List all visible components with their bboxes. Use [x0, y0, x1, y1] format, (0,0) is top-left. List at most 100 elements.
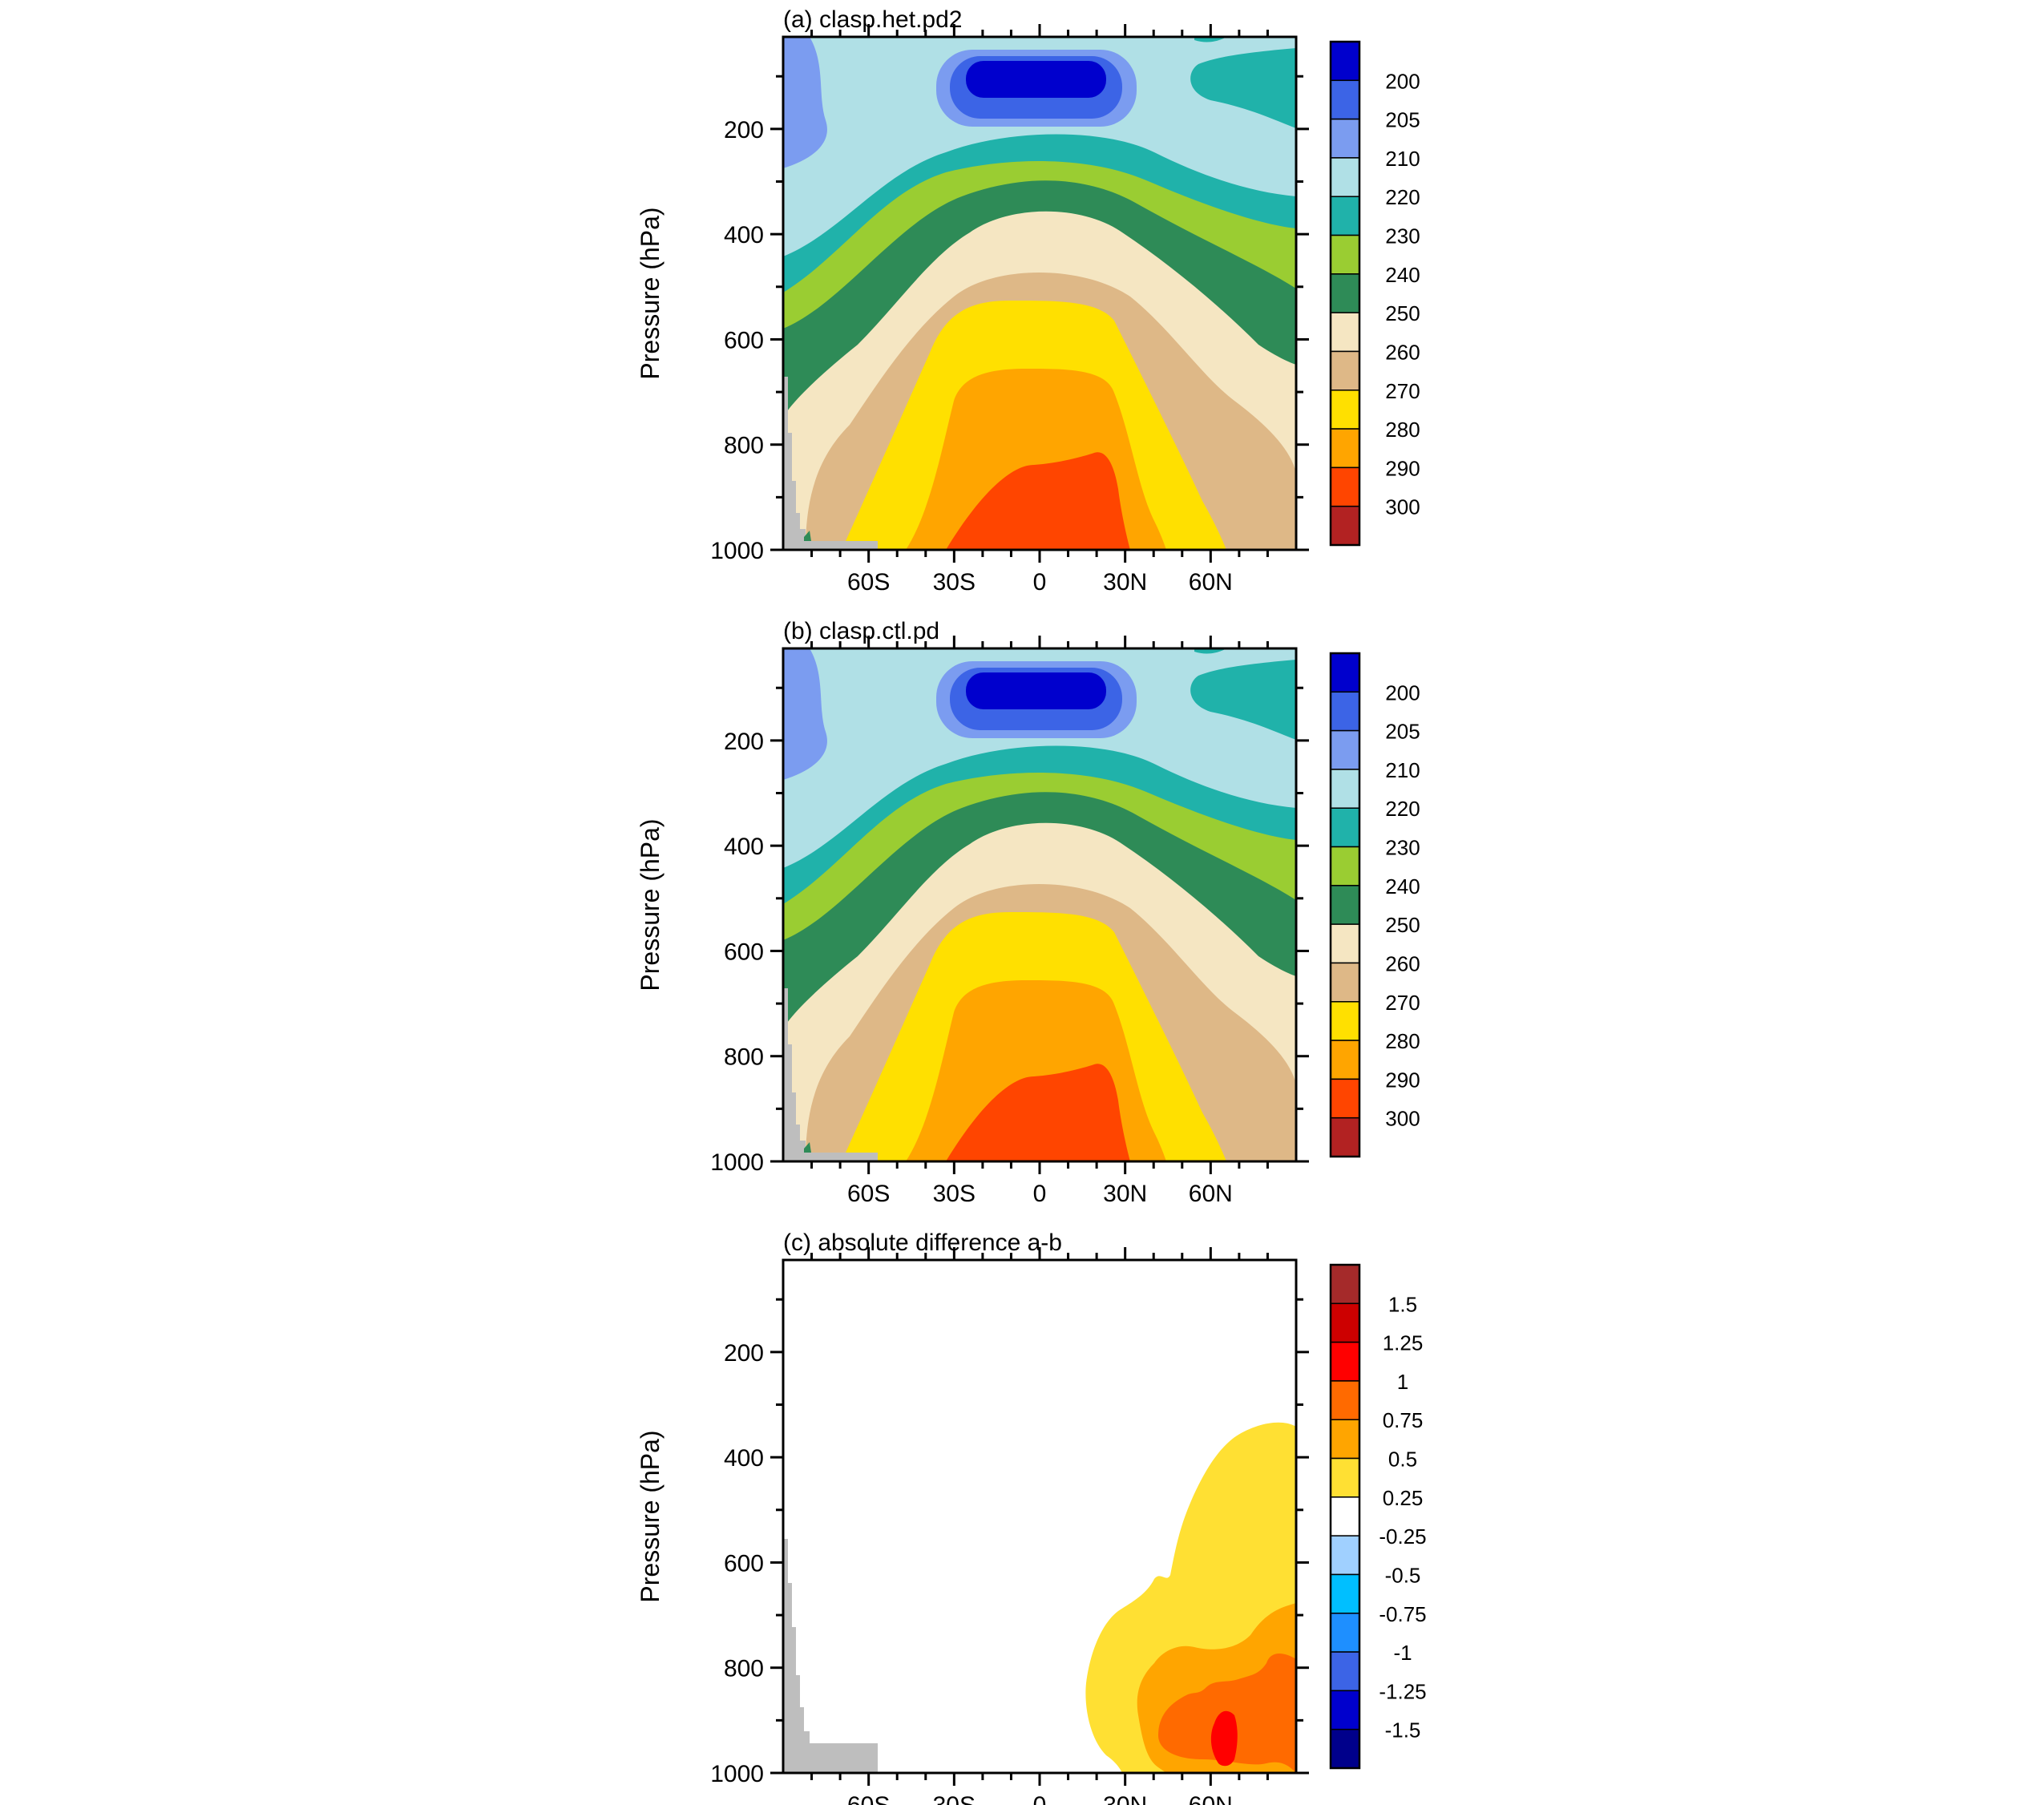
panel-c-title: (c) absolute difference a-b [783, 1230, 1062, 1256]
colorbar-swatch [1330, 1690, 1360, 1730]
contour-fill-190-top [966, 672, 1106, 709]
colorbar-swatch [1330, 1380, 1360, 1420]
panel-c-yticks: 200 400 600 800 1000 [710, 1298, 1309, 1787]
colorbar-label: 250 [1385, 301, 1420, 325]
colorbar-label: 230 [1385, 224, 1420, 248]
xtick-label: 60S [847, 569, 890, 596]
colorbar-label: 220 [1385, 185, 1420, 209]
panel-b-title: (b) clasp.ctl.pd [783, 618, 939, 644]
colorbar-label: 270 [1385, 991, 1420, 1015]
ytick-label: 600 [724, 327, 764, 353]
colorbar-label: 220 [1385, 797, 1420, 821]
colorbar-swatch [1330, 1117, 1360, 1157]
xtick-label: 60N [1189, 1181, 1233, 1207]
xtick-label: 60N [1189, 569, 1233, 596]
ytick-label: 800 [724, 433, 764, 459]
colorbar-label: 0.25 [1383, 1486, 1424, 1510]
panel-a-ylabel: Pressure (hPa) [636, 207, 665, 379]
xtick-label: 0 [1033, 569, 1047, 596]
colorbar-swatch [1330, 729, 1360, 770]
ytick-label: 1000 [710, 538, 764, 564]
ytick-label: 1000 [710, 1149, 764, 1176]
terrain-mask [783, 988, 878, 1161]
ytick-label: 800 [724, 1656, 764, 1682]
colorbar-label: 240 [1385, 263, 1420, 287]
xtick-label: 0 [1033, 1792, 1047, 1805]
colorbar-label: 270 [1385, 379, 1420, 403]
xtick-label: 30S [933, 1792, 976, 1805]
colorbar-label: 230 [1385, 836, 1420, 860]
ytick-label: 200 [724, 1340, 764, 1367]
colorbar-swatch [1330, 350, 1360, 391]
colorbar-swatch [1330, 1040, 1360, 1080]
contour-fill-205-left [783, 648, 827, 780]
xtick-label: 60S [847, 1792, 890, 1805]
colorbar-label: 300 [1385, 1107, 1420, 1131]
colorbar-frame [1329, 40, 1361, 547]
colorbar-swatch [1330, 885, 1360, 925]
colorbar-label: 1.5 [1388, 1292, 1417, 1316]
panel-a-yticks: 200 400 600 800 1000 [710, 75, 1309, 564]
panel-a-plot-area [783, 37, 1296, 550]
xtick-label: 60N [1189, 1792, 1233, 1805]
panel-b-field [783, 648, 1296, 1161]
colorbar-label: -1.5 [1385, 1718, 1421, 1742]
contour-fill-205-left [783, 37, 827, 168]
colorbar-swatch [1330, 1496, 1360, 1536]
colorbar-label: -0.5 [1385, 1563, 1421, 1587]
colorbar-swatch [1330, 1651, 1360, 1692]
xtick-label: 30N [1103, 1181, 1147, 1207]
colorbar-swatch [1330, 652, 1360, 693]
colorbar-label: 210 [1385, 147, 1420, 171]
colorbar-label: -0.75 [1379, 1602, 1426, 1626]
colorbar-swatch [1330, 312, 1360, 353]
contour-fill-220-ne2 [1194, 648, 1226, 654]
panel-a-field [783, 37, 1296, 550]
ytick-label: 400 [724, 834, 764, 860]
terrain-mask [783, 1539, 878, 1773]
colorbar-label: 200 [1385, 680, 1420, 705]
colorbar-swatch [1330, 118, 1360, 159]
colorbar-swatch [1330, 1341, 1360, 1382]
colorbar-swatch [1330, 466, 1360, 507]
panel-b: (b) clasp.ctl.pd [636, 618, 1420, 1207]
panel-c-colorbar: 1.5 1.25 1 0.75 0.5 0.25 -0.25 -0.5 -0.75 -1 -1.25… [1329, 1263, 1427, 1770]
panel-a-title: (a) clasp.het.pd2 [783, 6, 962, 33]
colorbar-label: 290 [1385, 456, 1420, 480]
colorbar-swatch [1330, 1419, 1360, 1460]
colorbar-swatch [1330, 1078, 1360, 1119]
colorbar-swatch [1330, 691, 1360, 732]
xtick-label: 30S [933, 569, 976, 596]
colorbar-label: -1.25 [1379, 1679, 1426, 1703]
colorbar-label: 260 [1385, 951, 1420, 975]
panel-c: (c) absolute difference a-b 200 400 600 800… [636, 1230, 1427, 1805]
colorbar-swatch [1330, 157, 1360, 197]
panel-b-ylabel: Pressure (hPa) [636, 818, 665, 991]
colorbar-swatch [1330, 846, 1360, 886]
panel-c-ylabel: Pressure (hPa) [636, 1430, 665, 1602]
colorbar-swatch [1330, 1001, 1360, 1041]
terrain-edge-green [804, 1142, 811, 1153]
colorbar-label: 290 [1385, 1068, 1420, 1092]
colorbar-label: 210 [1385, 758, 1420, 782]
colorbar-label: 300 [1385, 495, 1420, 519]
colorbar-label: 280 [1385, 418, 1420, 442]
ytick-label: 1000 [710, 1761, 764, 1787]
colorbar-label: 280 [1385, 1029, 1420, 1053]
colorbar-label: 205 [1385, 720, 1420, 744]
contour-fill-290 [946, 1064, 1130, 1161]
colorbar-label: 250 [1385, 913, 1420, 937]
panel-a-colorbar: 200 205 210 220 230 240 250 260 270 280 290 300 [1329, 40, 1420, 547]
colorbar-label: 240 [1385, 874, 1420, 898]
colorbar-swatch [1330, 769, 1360, 809]
colorbar-swatch [1330, 79, 1360, 120]
contour-fill-1 [1210, 1710, 1238, 1767]
contour-fill-290 [946, 452, 1130, 550]
colorbar-swatch [1330, 1264, 1360, 1305]
colorbar-swatch [1330, 1613, 1360, 1653]
colorbar-swatch [1330, 428, 1360, 469]
colorbar-swatch [1330, 923, 1360, 964]
colorbar-swatch [1330, 273, 1360, 313]
xtick-label: 30N [1103, 1792, 1147, 1805]
xtick-label: 60S [847, 1181, 890, 1207]
